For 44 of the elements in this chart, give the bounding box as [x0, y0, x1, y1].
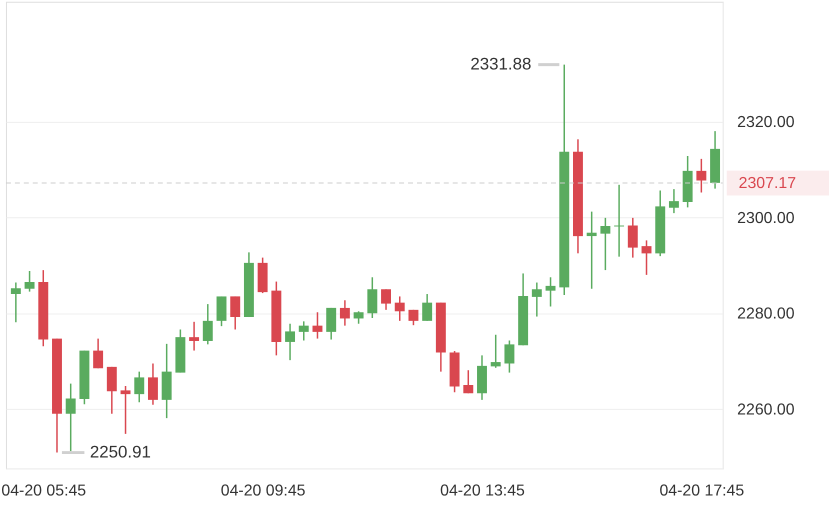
candlestick	[504, 340, 514, 374]
candlestick	[66, 382, 76, 452]
x-tick-label: 04-20 09:45	[220, 482, 306, 500]
candlestick	[285, 322, 296, 361]
candlestick	[422, 293, 432, 322]
candlestick	[367, 276, 378, 319]
y-tick-label: 2260.00	[737, 401, 795, 418]
candlestick	[298, 320, 309, 342]
candlestick	[340, 300, 350, 326]
candlestick	[120, 385, 130, 435]
y-tick-label: 2320.00	[737, 114, 795, 132]
candlestick	[10, 282, 21, 324]
candlestick	[696, 158, 706, 194]
candlestick	[189, 321, 200, 352]
candlestick	[148, 362, 158, 406]
candlestick	[93, 338, 104, 370]
candlestick	[532, 282, 542, 318]
candlestick	[546, 276, 556, 308]
candlestick	[628, 217, 638, 258]
x-tick-label: 04-20 13:45	[440, 482, 526, 500]
ref-line-label: 2307.17	[738, 174, 796, 192]
candlestick	[463, 369, 474, 394]
candlestick	[326, 307, 336, 340]
candlestick	[134, 370, 144, 404]
annotation: 2250.91	[90, 442, 151, 462]
candlestick	[586, 210, 597, 290]
y-tick-label: 2300.00	[737, 210, 795, 227]
candlestick	[490, 334, 501, 369]
candlestick	[230, 296, 240, 330]
candlestick	[381, 288, 391, 311]
candlestick	[642, 240, 652, 276]
y-tick-label: 2280.00	[737, 306, 795, 323]
annotation: 2331.88	[470, 54, 532, 74]
candlestick	[394, 296, 405, 322]
candlestick	[354, 310, 364, 324]
candlestick	[408, 309, 418, 326]
candlestick	[600, 217, 610, 271]
candlestick	[668, 188, 679, 214]
x-tick-label: 04-20 05:45	[1, 482, 86, 500]
x-tick-label: 04-20 17:45	[659, 482, 744, 500]
candlestick	[202, 303, 213, 346]
candlestick	[614, 184, 624, 258]
candlestick	[24, 270, 35, 292]
candlestick	[312, 311, 322, 340]
